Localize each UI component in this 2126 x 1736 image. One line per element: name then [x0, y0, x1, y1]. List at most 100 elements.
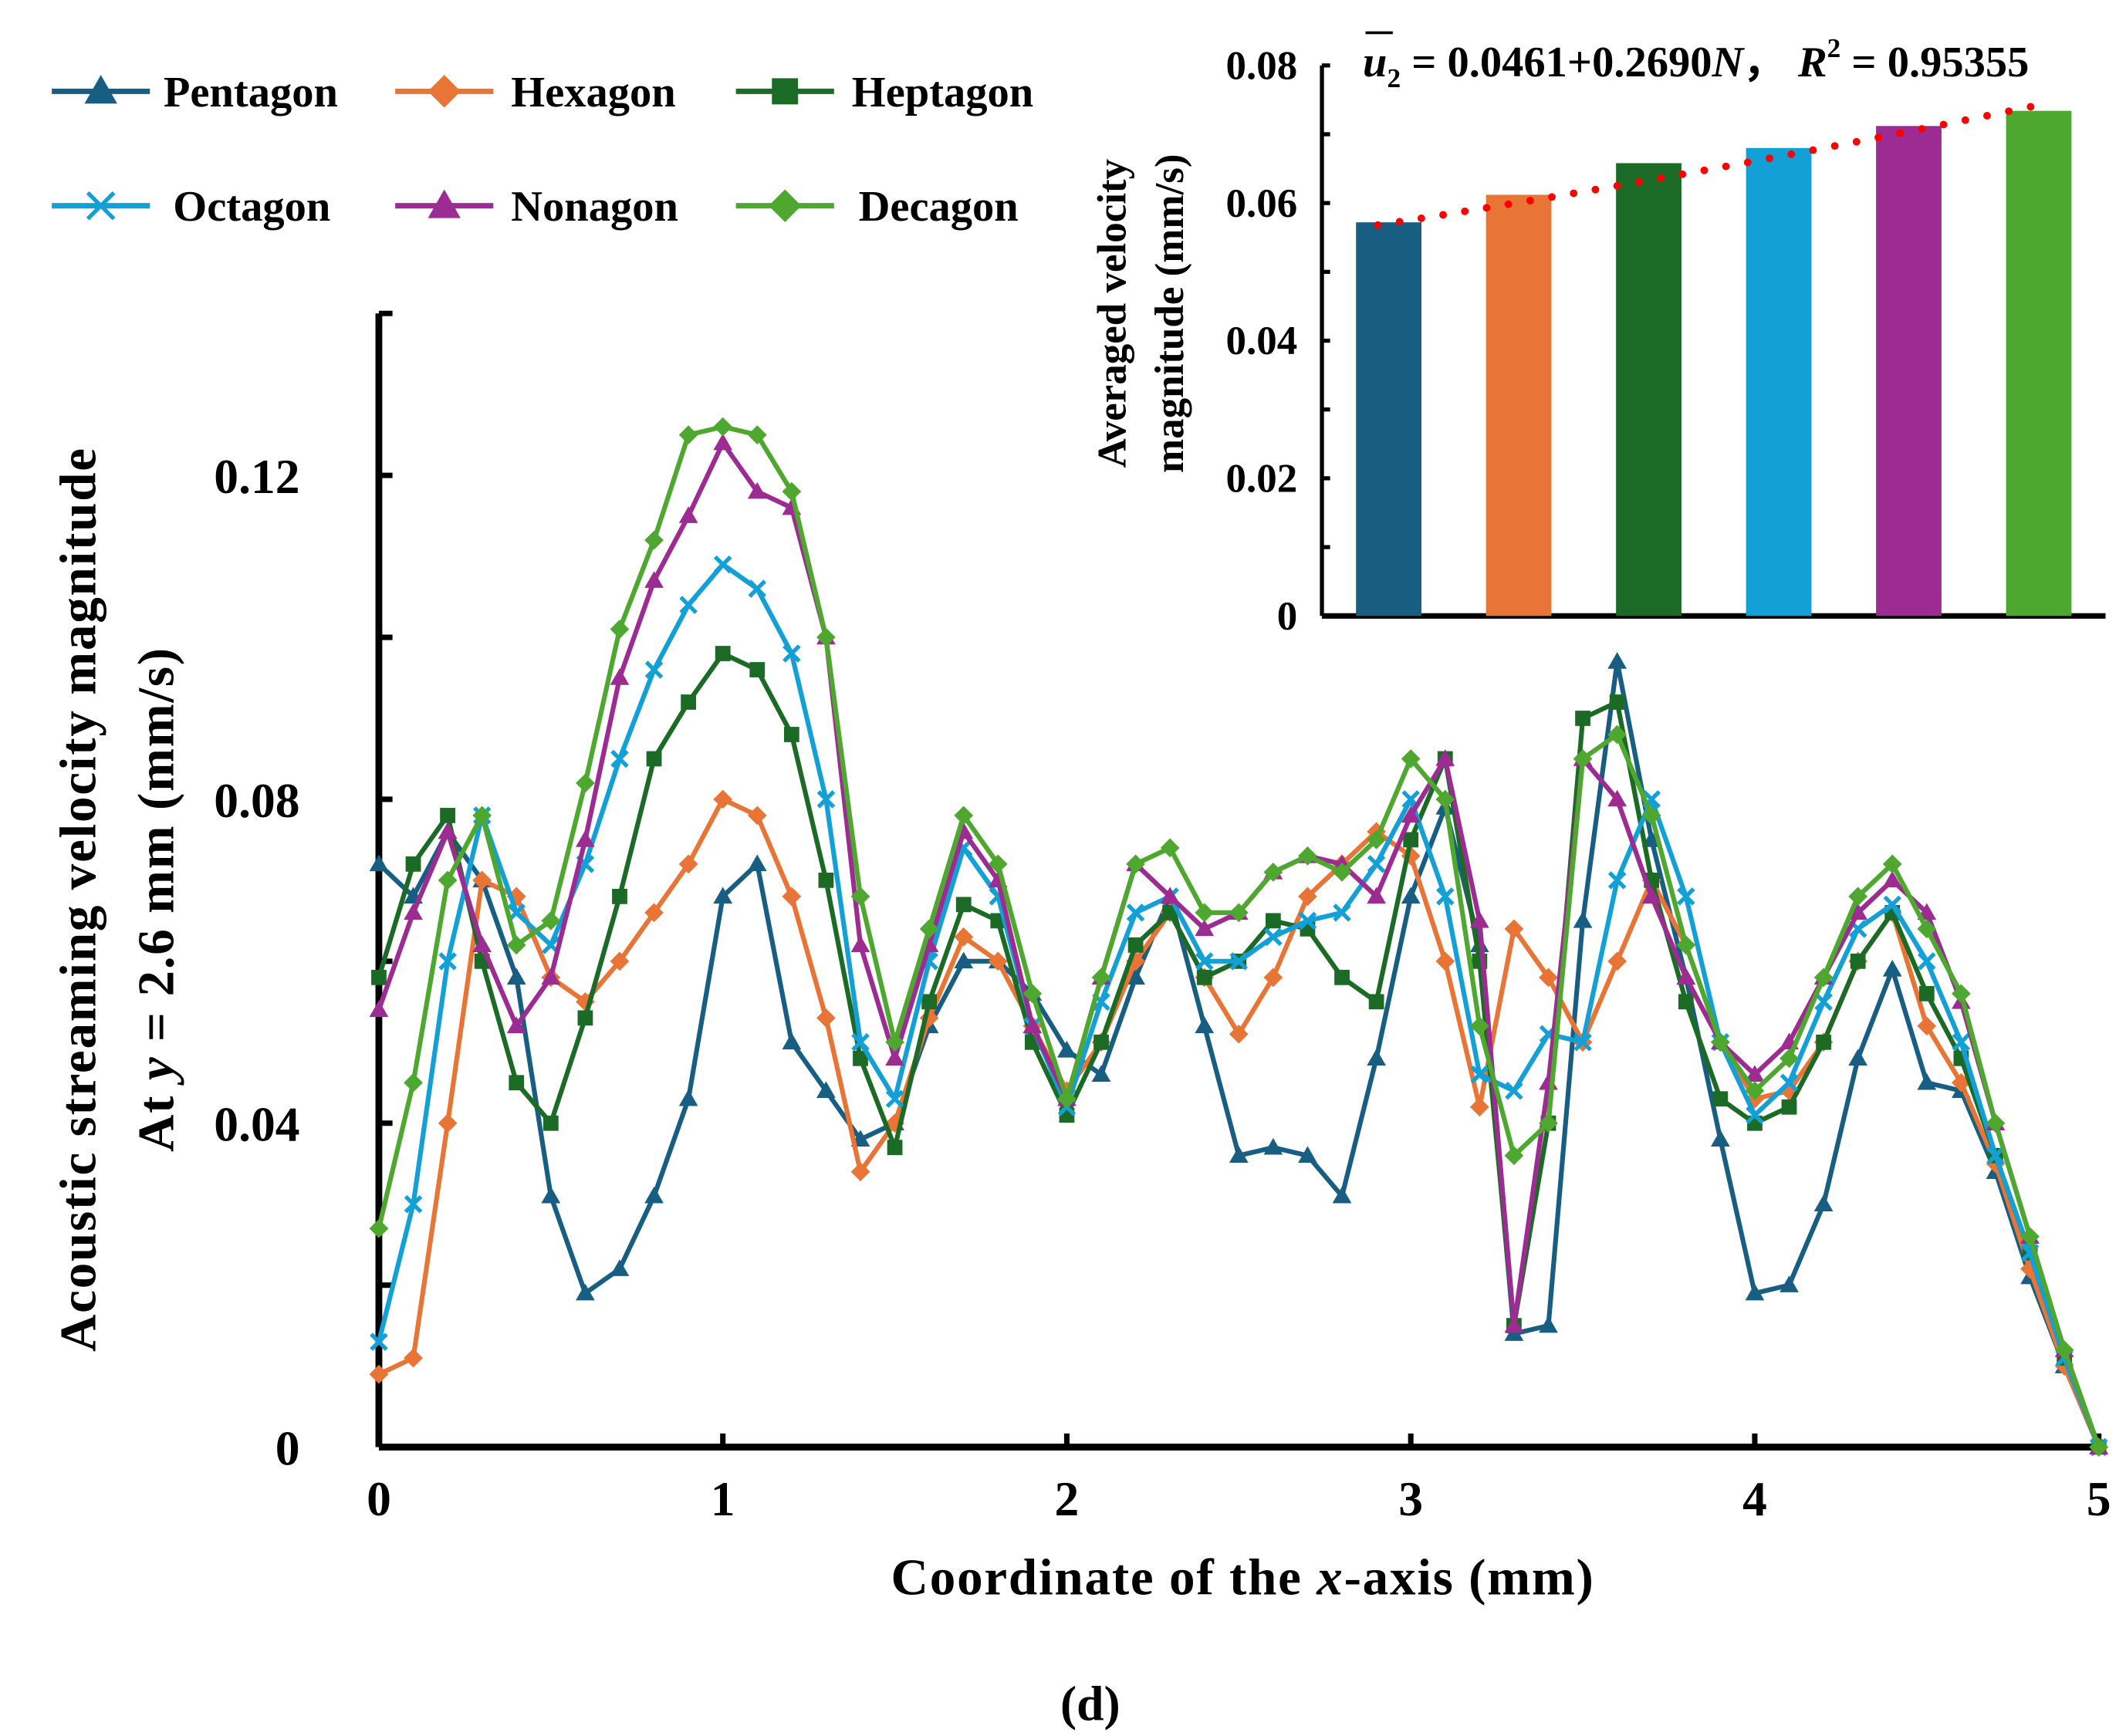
data-point [1057, 1040, 1077, 1058]
data-point [1470, 1066, 1489, 1084]
data-point [1882, 870, 1902, 888]
data-point [850, 935, 870, 953]
data-point [646, 751, 662, 767]
trendline-dot [1722, 162, 1730, 171]
data-point [713, 555, 732, 574]
data-point [506, 935, 526, 955]
data-point [1126, 903, 1145, 922]
data-point [1298, 1146, 1317, 1164]
fit-equation: u2 = 0.0461+0.2690N， R2 = 0.95355 [1363, 33, 2029, 93]
data-point [747, 806, 767, 826]
data-point [438, 952, 457, 971]
legend-marker-x-icon [86, 191, 116, 221]
data-point [851, 1033, 870, 1052]
data-point [1917, 1072, 1937, 1090]
data-point [404, 1194, 423, 1214]
data-point [681, 694, 697, 710]
data-point [1401, 749, 1421, 768]
data-point [1263, 863, 1283, 882]
data-point [440, 808, 455, 823]
legend-item-decagon: Decagon [735, 183, 1019, 231]
data-point [1607, 951, 1627, 971]
data-point [577, 1010, 593, 1026]
trendline-dot [1896, 129, 1905, 137]
data-point [1196, 969, 1212, 985]
trendline-dot [1961, 116, 1969, 124]
legend: Pentagon Hexagon Heptagon Octagon Nonagon Dec… [52, 69, 1033, 231]
legend-item-nonagon: Nonagon [395, 183, 678, 231]
data-point [1952, 1072, 1971, 1093]
data-point [610, 749, 629, 768]
data-point [1848, 903, 1868, 920]
trendline-dot [1613, 181, 1621, 190]
bar-nonagon [1876, 126, 1942, 616]
data-point [1022, 1016, 1043, 1034]
data-point [954, 951, 974, 969]
data-point [371, 969, 387, 985]
data-point [509, 1075, 525, 1091]
inset-y-tick-label: 0.08 [1226, 43, 1298, 88]
legend-label: Hexagon [511, 69, 675, 117]
data-point [541, 1186, 561, 1204]
data-point [1677, 887, 1695, 906]
data-point [369, 1364, 389, 1384]
data-point [1435, 749, 1455, 766]
data-point [1539, 968, 1558, 988]
x-tick-label: 4 [1742, 1471, 1767, 1526]
trendline-dot [1461, 207, 1469, 215]
data-point [783, 727, 799, 742]
data-point [1573, 911, 1593, 928]
data-point [782, 644, 801, 663]
data-point [782, 887, 802, 907]
legend-marker-triangle-icon [428, 189, 461, 218]
data-point [1712, 1091, 1729, 1107]
trendline-dot [2005, 107, 2013, 116]
legend-marker-diamond-icon [428, 75, 461, 108]
data-point [438, 870, 458, 890]
data-point [1266, 913, 1281, 929]
data-point [782, 1032, 802, 1050]
data-point [1126, 968, 1145, 985]
data-point [1229, 1146, 1249, 1164]
data-point [713, 433, 733, 451]
inset-y-tick-label: 0 [1277, 594, 1297, 639]
figure-caption: (d) [1060, 1676, 1120, 1731]
data-point [850, 887, 870, 907]
data-point [749, 662, 766, 677]
trendline-dot [1504, 200, 1513, 208]
data-point [610, 668, 630, 685]
series-heptagon [371, 646, 2107, 1455]
data-point [438, 822, 458, 839]
data-point [541, 968, 561, 985]
series-line [377, 659, 2101, 1448]
data-point [1607, 652, 1627, 669]
trendline-dot [1439, 211, 1447, 219]
data-point [1746, 1106, 1764, 1125]
data-point [1882, 959, 1902, 977]
data-point [1334, 969, 1350, 985]
data-point [576, 773, 595, 793]
data-point [644, 660, 664, 679]
data-point [1609, 694, 1625, 710]
x-axis-label: Coordinate of the x-axis (mm) [891, 1548, 1595, 1606]
bar-octagon [1746, 147, 1812, 616]
data-point [679, 596, 698, 614]
data-point [1745, 1081, 1765, 1101]
data-point [2054, 1340, 2074, 1359]
bar-pentagon [1356, 222, 1421, 616]
x-tick-label: 3 [1398, 1471, 1423, 1526]
data-point [1575, 711, 1590, 726]
main-chart: 0 1 2 3 4 5 0 0.04 0.08 0.12 [214, 310, 2111, 1526]
legend-item-hexagon: Hexagon [395, 69, 676, 117]
data-point [1607, 871, 1627, 890]
data-point [1745, 1283, 1765, 1301]
data-point [612, 888, 627, 904]
data-point [1127, 937, 1144, 953]
data-point [713, 789, 733, 809]
data-point [438, 1113, 458, 1133]
trendline-dot [1787, 150, 1796, 158]
trendline-dot [1657, 174, 1665, 182]
series-line [376, 650, 2101, 1448]
data-point [678, 854, 698, 874]
trendline-dot [1417, 214, 1425, 222]
